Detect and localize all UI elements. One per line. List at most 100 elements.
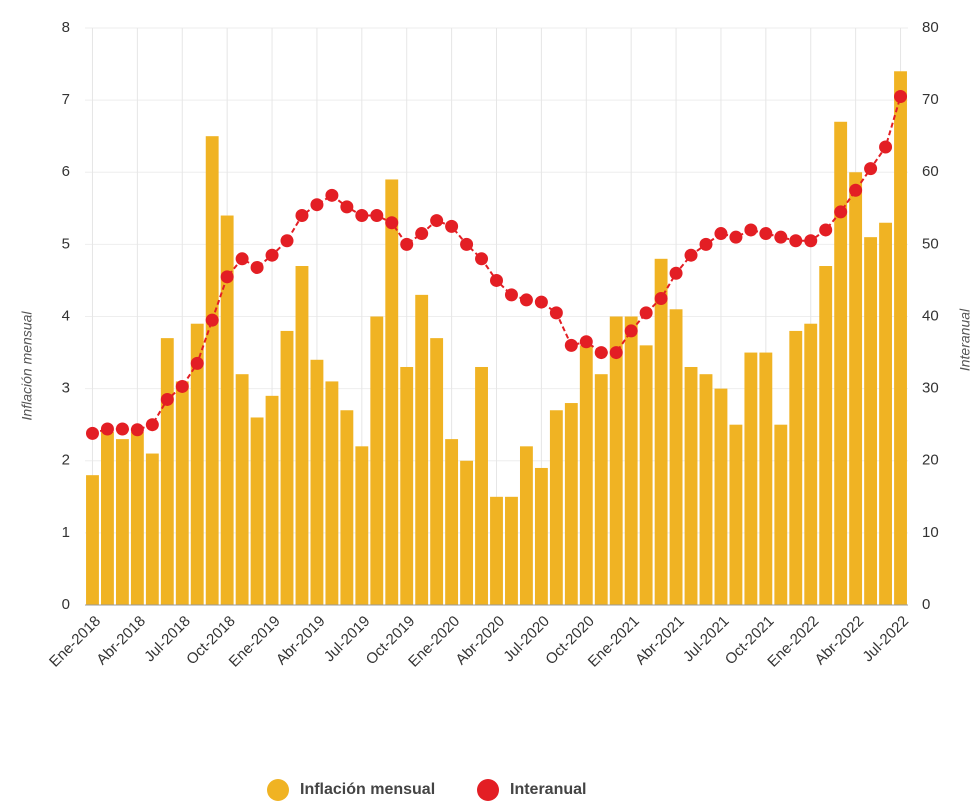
bar bbox=[190, 323, 204, 605]
bar bbox=[654, 258, 668, 605]
bar bbox=[714, 388, 728, 605]
line-marker bbox=[385, 216, 399, 230]
line-marker bbox=[609, 346, 623, 360]
legend-label: Interanual bbox=[510, 781, 586, 798]
line-marker bbox=[774, 230, 788, 244]
bar bbox=[475, 366, 488, 605]
line-marker bbox=[100, 422, 114, 436]
bar bbox=[834, 121, 848, 605]
bar bbox=[280, 330, 294, 605]
bar bbox=[819, 266, 833, 605]
line-marker bbox=[430, 214, 444, 228]
bar bbox=[789, 330, 803, 605]
y-tick-label: 0 bbox=[62, 596, 70, 613]
y-tick-label: 8 bbox=[62, 19, 70, 36]
y-tick-label: 7 bbox=[62, 91, 70, 108]
bar bbox=[534, 467, 548, 605]
y2-tick-label: 0 bbox=[922, 596, 930, 613]
line-marker bbox=[250, 260, 264, 274]
bar bbox=[804, 323, 818, 605]
bar bbox=[624, 316, 638, 605]
line-marker bbox=[684, 248, 698, 262]
line-marker bbox=[475, 252, 489, 266]
line-marker bbox=[699, 237, 713, 251]
bar bbox=[325, 381, 339, 605]
y-tick-label: 3 bbox=[62, 380, 70, 397]
bar bbox=[549, 410, 563, 605]
bar bbox=[699, 374, 713, 605]
line-marker bbox=[834, 205, 848, 219]
bar bbox=[505, 496, 518, 605]
bar bbox=[594, 374, 608, 605]
line-marker bbox=[759, 227, 773, 241]
bar bbox=[639, 345, 653, 605]
line-marker bbox=[789, 234, 803, 248]
line-marker bbox=[519, 293, 533, 307]
bar bbox=[879, 222, 892, 606]
line-marker bbox=[819, 223, 833, 237]
line-marker bbox=[175, 379, 189, 393]
line-marker bbox=[280, 234, 294, 248]
line-marker bbox=[639, 306, 653, 320]
bar bbox=[86, 475, 99, 605]
bar bbox=[744, 352, 758, 605]
line-marker bbox=[804, 234, 818, 248]
y2-tick-label: 40 bbox=[922, 307, 939, 324]
bar bbox=[759, 352, 773, 605]
y2-tick-label: 80 bbox=[922, 19, 939, 36]
y2-axis-title: Interanual bbox=[957, 308, 973, 371]
x-tick-label: Ene-2018 bbox=[46, 613, 104, 671]
line-marker bbox=[340, 200, 354, 214]
legend-swatch bbox=[477, 779, 499, 801]
bar bbox=[415, 294, 429, 605]
line-marker bbox=[714, 227, 728, 241]
line-marker bbox=[325, 188, 339, 202]
x-tick-label: Abr-2018 bbox=[93, 613, 149, 669]
y-tick-label: 1 bbox=[62, 524, 70, 541]
line-marker bbox=[654, 291, 668, 305]
y2-tick-label: 60 bbox=[922, 163, 939, 180]
y2-tick-label: 50 bbox=[922, 235, 939, 252]
line-marker bbox=[549, 306, 563, 320]
y-tick-label: 5 bbox=[62, 235, 70, 252]
bar bbox=[564, 403, 578, 605]
bar bbox=[669, 309, 683, 605]
line-marker bbox=[205, 313, 219, 327]
bar bbox=[145, 453, 159, 605]
bar bbox=[729, 424, 743, 605]
bar bbox=[430, 338, 444, 605]
y-tick-label: 4 bbox=[62, 307, 70, 324]
line-marker bbox=[130, 423, 144, 437]
bar bbox=[310, 359, 324, 605]
bar bbox=[370, 316, 384, 605]
line-marker bbox=[145, 418, 159, 432]
legend-label: Inflación mensual bbox=[300, 781, 435, 798]
bar bbox=[220, 215, 234, 605]
line-marker bbox=[669, 266, 683, 280]
bar bbox=[445, 439, 459, 605]
line-marker bbox=[310, 198, 324, 212]
line-marker bbox=[744, 223, 758, 237]
line-marker bbox=[534, 295, 548, 309]
bar bbox=[340, 410, 354, 605]
line-marker bbox=[415, 227, 429, 241]
line-marker bbox=[400, 237, 414, 251]
bar bbox=[490, 496, 503, 605]
line-marker bbox=[355, 209, 369, 223]
bar bbox=[175, 381, 189, 605]
bar bbox=[579, 345, 593, 605]
bar bbox=[460, 460, 474, 605]
line-marker bbox=[115, 422, 129, 436]
line-marker bbox=[594, 346, 608, 360]
line-marker bbox=[160, 392, 174, 406]
y2-tick-label: 70 bbox=[922, 91, 939, 108]
line-marker bbox=[894, 90, 908, 104]
line-marker bbox=[579, 335, 593, 349]
bar bbox=[235, 374, 249, 605]
line-marker bbox=[220, 270, 234, 284]
bar bbox=[250, 417, 264, 605]
bar bbox=[400, 366, 414, 605]
line-marker bbox=[624, 324, 638, 338]
line-marker bbox=[490, 273, 503, 287]
